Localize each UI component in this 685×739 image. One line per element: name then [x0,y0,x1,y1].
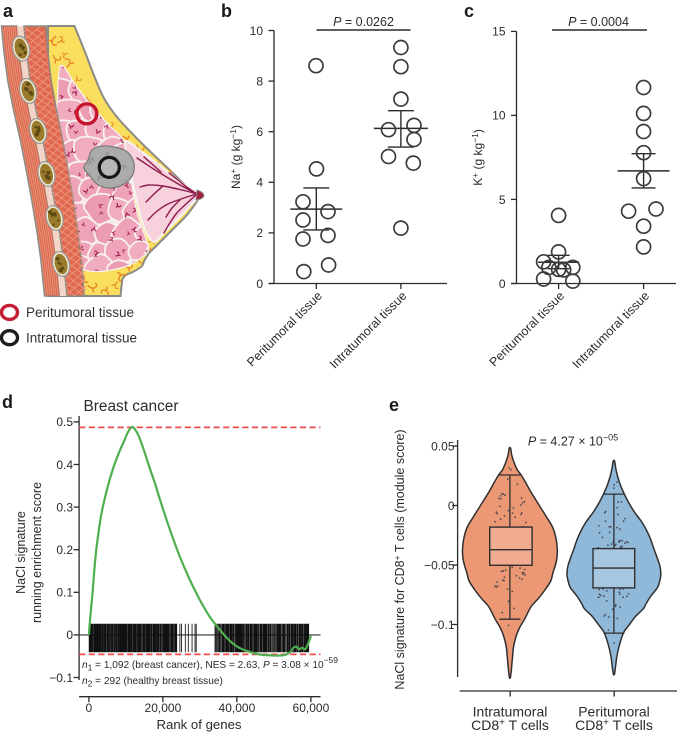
svg-text:0: 0 [256,277,263,291]
svg-text:Peritumoral tissue: Peritumoral tissue [26,305,134,320]
svg-text:5: 5 [499,193,506,207]
svg-text:n1 = 1,092 (breast cancer), NE: n1 = 1,092 (breast cancer), NES = 2.63, … [82,655,338,673]
svg-text:0: 0 [499,277,506,291]
svg-text:0: 0 [66,628,73,642]
svg-text:10: 10 [492,109,506,123]
svg-text:Intratumoral tissue: Intratumoral tissue [26,330,137,345]
svg-text:P = 0.0262: P = 0.0262 [333,15,394,29]
svg-text:0: 0 [448,499,455,513]
svg-text:c: c [464,1,474,21]
svg-text:Na+ (g kg−1): Na+ (g kg−1) [228,125,243,189]
svg-text:NaCl signature: NaCl signature [14,511,28,594]
svg-text:CD8+ T cells: CD8+ T cells [575,717,653,733]
svg-text:e: e [389,395,399,415]
svg-text:b: b [221,1,232,21]
svg-text:n2 = 292 (healthy breast tissu: n2 = 292 (healthy breast tissue) [82,676,223,689]
svg-text:0.5: 0.5 [56,415,73,429]
svg-text:Intratumoral: Intratumoral [473,704,548,720]
svg-text:10: 10 [250,24,264,38]
svg-text:Peritumoral tissue: Peritumoral tissue [244,289,325,370]
svg-text:a: a [3,1,14,21]
svg-text:−0.1: −0.1 [431,618,455,632]
svg-text:P = 4.27 × 10−05: P = 4.27 × 10−05 [528,433,618,449]
svg-text:Intratumoral tissue: Intratumoral tissue [327,289,410,372]
svg-text:P = 0.0004: P = 0.0004 [568,15,629,29]
svg-text:2: 2 [256,226,263,240]
svg-text:0.4: 0.4 [56,458,73,472]
svg-text:8: 8 [256,74,263,88]
svg-text:Peritumoral: Peritumoral [578,704,650,720]
svg-text:0.1: 0.1 [56,586,73,600]
svg-text:60,000: 60,000 [293,701,330,715]
svg-text:−0.05: −0.05 [424,558,455,572]
svg-text:CD8+ T cells: CD8+ T cells [471,717,549,733]
svg-text:Rank of genes: Rank of genes [156,717,241,732]
svg-text:15: 15 [492,25,506,39]
svg-text:0.3: 0.3 [56,500,73,514]
svg-text:−0.1: −0.1 [49,671,73,685]
svg-text:0: 0 [86,701,93,715]
svg-text:d: d [2,392,13,412]
svg-text:6: 6 [256,125,263,139]
svg-text:40,000: 40,000 [219,701,256,715]
svg-text:running enrichment score: running enrichment score [30,482,44,623]
svg-text:NaCl signature for CD8+ T cell: NaCl signature for CD8+ T cells (module … [392,429,407,689]
svg-text:20,000: 20,000 [145,701,182,715]
svg-text:4: 4 [256,176,263,190]
svg-text:0.2: 0.2 [56,543,73,557]
svg-text:0.05: 0.05 [431,439,455,453]
svg-text:K+ (g kg−1): K+ (g kg−1) [470,129,485,186]
svg-text:Peritumoral tissue: Peritumoral tissue [487,289,568,370]
svg-text:Intratumoral tissue: Intratumoral tissue [570,289,653,372]
svg-text:Breast cancer: Breast cancer [84,398,179,415]
